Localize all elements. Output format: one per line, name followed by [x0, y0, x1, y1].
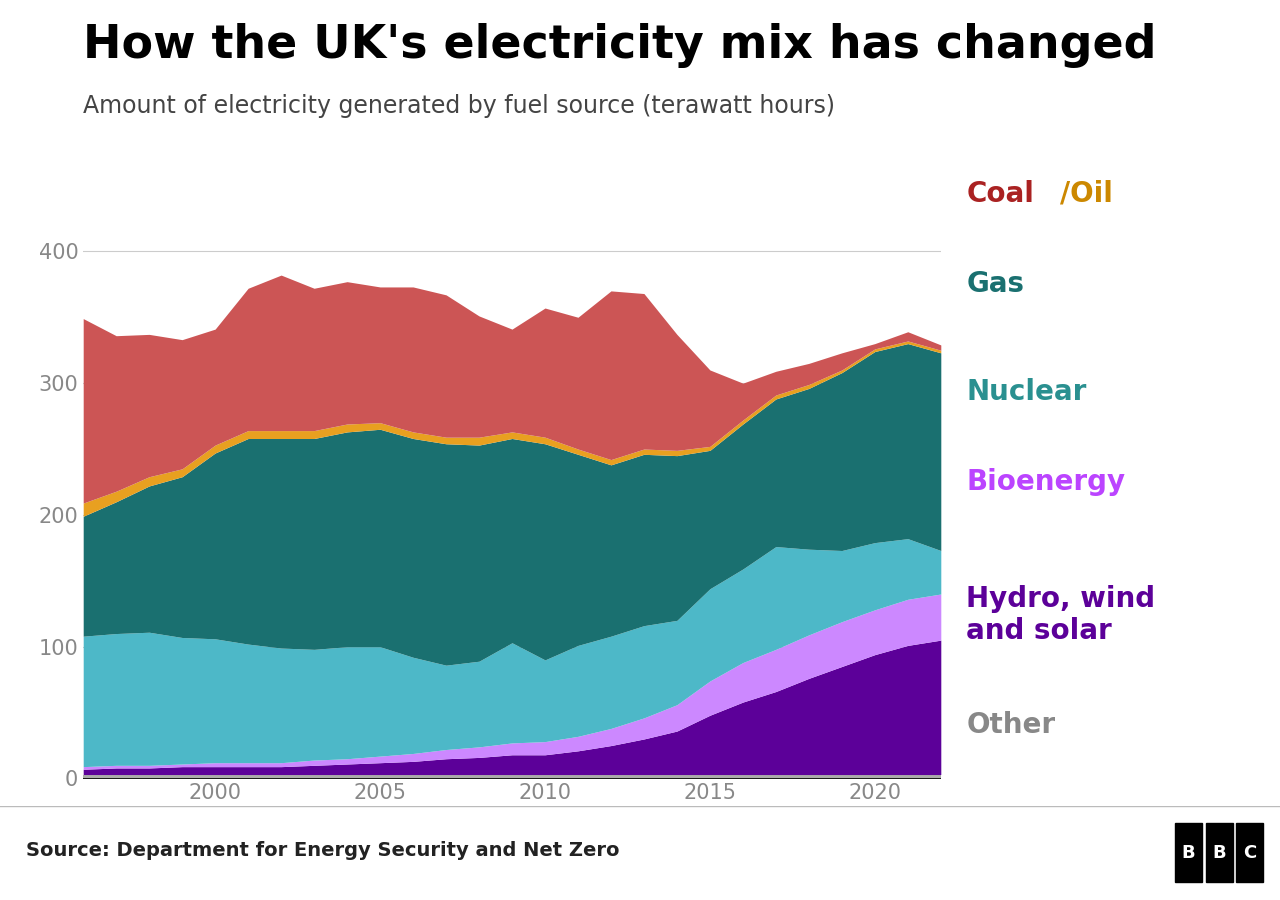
Text: C: C	[1243, 844, 1257, 862]
Text: Nuclear: Nuclear	[966, 378, 1087, 406]
Text: Coal: Coal	[966, 180, 1034, 208]
Text: Other: Other	[966, 711, 1056, 739]
Text: B: B	[1181, 844, 1196, 862]
Text: Bioenergy: Bioenergy	[966, 468, 1125, 496]
Text: How the UK's electricity mix has changed: How the UK's electricity mix has changed	[83, 22, 1157, 68]
FancyBboxPatch shape	[1206, 824, 1233, 882]
Text: B: B	[1212, 844, 1226, 862]
Text: Source: Department for Energy Security and Net Zero: Source: Department for Energy Security a…	[26, 842, 620, 860]
Text: /Oil: /Oil	[1060, 180, 1112, 208]
FancyBboxPatch shape	[1175, 824, 1202, 882]
Text: Gas: Gas	[966, 270, 1024, 298]
FancyBboxPatch shape	[1236, 824, 1263, 882]
Text: Amount of electricity generated by fuel source (terawatt hours): Amount of electricity generated by fuel …	[83, 94, 836, 119]
Text: Hydro, wind
and solar: Hydro, wind and solar	[966, 585, 1156, 645]
